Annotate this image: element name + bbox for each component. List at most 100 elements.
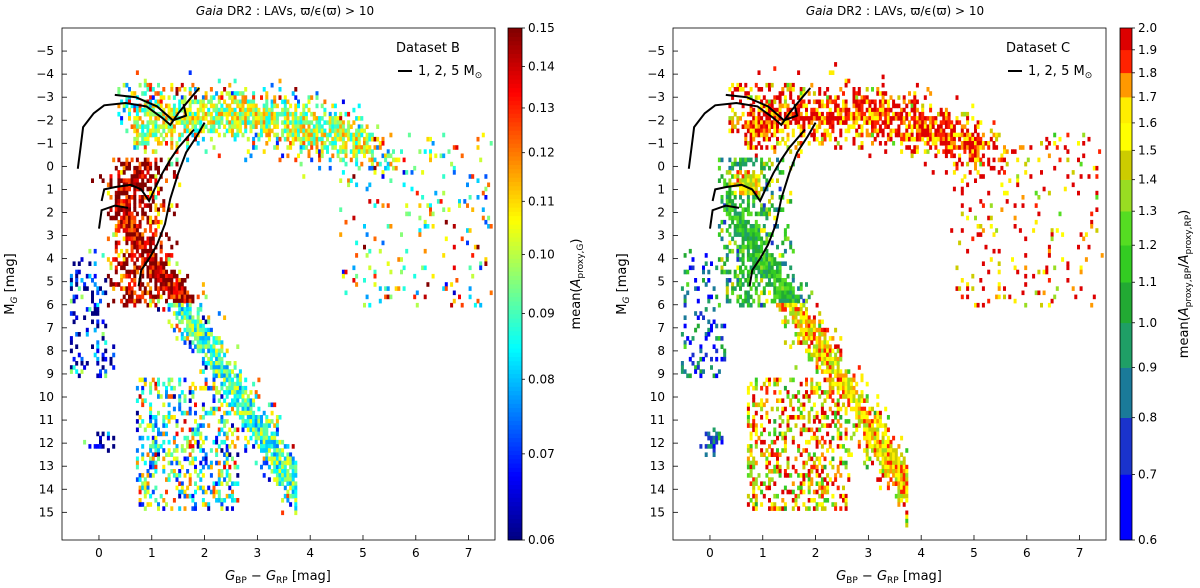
left-heatmap-cell	[217, 124, 221, 129]
left-heatmap-cell	[363, 141, 366, 146]
right-heatmap-cell	[789, 377, 793, 383]
right-heatmap-cell	[852, 99, 856, 105]
right-heatmap-cell	[680, 286, 684, 291]
right-heatmap-cell	[812, 319, 816, 325]
left-heatmap-cell	[299, 128, 303, 134]
left-heatmap-cell	[418, 203, 422, 208]
right-heatmap-cell	[746, 128, 750, 134]
right-heatmap-cell	[783, 95, 787, 100]
right-heatmap-cell	[746, 232, 750, 237]
left-heatmap-cell	[355, 128, 359, 134]
left-heatmap-cell	[117, 199, 121, 204]
right-heatmap-cell	[699, 311, 703, 316]
left-heatmap-cell	[262, 444, 266, 449]
right-heatmap-cell	[910, 136, 914, 142]
right-heatmap-cell	[776, 286, 779, 291]
right-heatmap-cell	[746, 190, 750, 196]
right-heatmap-cell	[934, 132, 938, 138]
right-heatmap-cell	[776, 141, 779, 146]
left-heatmap-cell	[318, 149, 322, 154]
left-heatmap-cell	[170, 87, 174, 92]
left-colorbar-segment	[508, 36, 522, 42]
left-heatmap-cell	[410, 170, 414, 175]
right-heatmap-cell	[902, 99, 906, 105]
left-colorbar-tick-label: 0.14	[528, 60, 555, 74]
right-heatmap-cell	[749, 120, 753, 125]
right-heatmap-cell	[762, 95, 766, 100]
left-heatmap-cell	[146, 107, 150, 113]
left-heatmap-cell	[291, 473, 295, 478]
left-heatmap-cell	[151, 103, 155, 109]
right-heatmap-cell	[746, 124, 750, 129]
left-heatmap-cell	[236, 377, 240, 383]
left-heatmap-cell	[370, 136, 374, 142]
left-heatmap-cell	[249, 419, 253, 424]
right-heatmap-cell	[778, 278, 782, 283]
left-heatmap-cell	[191, 315, 195, 320]
left-heatmap-cell	[381, 240, 385, 246]
right-heatmap-cell	[878, 452, 882, 457]
left-heatmap-cell	[315, 124, 319, 129]
right-heatmap-cell	[836, 377, 840, 383]
right-heatmap-cell	[739, 294, 742, 300]
right-heatmap-cell	[807, 469, 811, 474]
right-heatmap-cell	[855, 132, 859, 138]
right-heatmap-cell	[794, 502, 798, 507]
left-heatmap-cell	[466, 240, 469, 246]
left-heatmap-cell	[186, 332, 190, 337]
right-heatmap-cell	[889, 464, 893, 470]
right-heatmap-cell	[760, 415, 764, 420]
right-heatmap-cell	[757, 124, 761, 129]
right-heatmap-cell	[823, 103, 827, 109]
left-heatmap-cell	[143, 182, 147, 188]
right-heatmap-cell	[725, 286, 729, 291]
right-heatmap-cell	[807, 315, 811, 320]
left-heatmap-cell	[180, 120, 184, 125]
right-heatmap-cell	[881, 464, 885, 470]
left-heatmap-cell	[141, 174, 145, 179]
left-heatmap-cell	[109, 278, 113, 283]
right-heatmap-cell	[820, 352, 824, 358]
left-heatmap-cell	[91, 311, 94, 316]
left-heatmap-cell	[207, 99, 211, 105]
left-heatmap-cell	[421, 170, 425, 175]
left-heatmap-cell	[165, 431, 168, 437]
left-heatmap-cell	[201, 406, 205, 412]
right-heatmap-cell	[842, 402, 845, 408]
right-heatmap-cell	[834, 352, 838, 358]
left-heatmap-cell	[88, 273, 92, 279]
left-heatmap-cell	[167, 402, 171, 408]
left-heatmap-cell	[484, 195, 488, 200]
left-heatmap-cell	[133, 174, 137, 179]
left-heatmap-cell	[106, 211, 110, 217]
right-heatmap-cell	[799, 311, 803, 316]
right-heatmap-cell	[886, 460, 890, 466]
right-heatmap-cell	[741, 161, 745, 167]
right-heatmap-cell	[894, 464, 898, 470]
right-heatmap-cell	[878, 141, 882, 146]
right-heatmap-cell	[836, 95, 840, 100]
left-heatmap-cell	[217, 348, 221, 354]
left-heatmap-cell	[386, 224, 390, 229]
right-heatmap-cell	[818, 116, 822, 121]
left-heatmap-cell	[265, 448, 269, 453]
right-heatmap-cell	[768, 282, 771, 287]
right-heatmap-cell	[773, 493, 777, 499]
right-heatmap-cell	[725, 228, 729, 233]
left-heatmap-cell	[252, 111, 256, 117]
left-heatmap-cell	[228, 369, 232, 374]
left-heatmap-cell	[238, 390, 242, 395]
left-heatmap-cell	[128, 178, 131, 183]
left-heatmap-cell	[204, 95, 208, 100]
left-heatmap-cell	[154, 99, 158, 105]
left-heatmap-cell	[199, 344, 203, 349]
left-heatmap-cell	[262, 107, 266, 113]
left-heatmap-cell	[252, 116, 256, 121]
left-heatmap-cell	[183, 410, 187, 416]
left-heatmap-cell	[212, 124, 216, 129]
left-heatmap-cell	[265, 132, 269, 138]
left-heatmap-cell	[141, 244, 145, 250]
right-heatmap-cell	[770, 240, 774, 246]
right-heatmap-cell	[844, 419, 848, 424]
left-heatmap-cell	[93, 248, 97, 254]
